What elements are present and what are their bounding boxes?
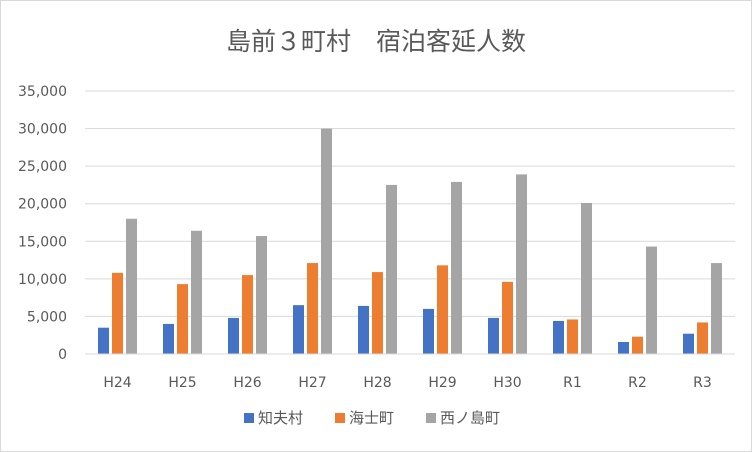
bar-R2-0 (618, 341, 629, 354)
bar-H26-1 (242, 275, 253, 354)
x-tick-label: H30 (493, 375, 521, 391)
legend-label: 知夫村 (258, 409, 303, 427)
bar-R1-2 (581, 202, 592, 354)
bar-H27-0 (293, 305, 304, 354)
bar-R1-1 (567, 319, 578, 354)
bar-H28-2 (386, 184, 397, 354)
bar-R1-0 (553, 320, 564, 354)
bar-H29-1 (437, 265, 448, 354)
y-tick-label: 10,000 (18, 272, 67, 288)
y-tick-label: 35,000 (18, 84, 67, 100)
bar-H30-0 (488, 317, 499, 354)
bar-H29-0 (423, 308, 434, 354)
bar-R3-1 (697, 322, 708, 354)
x-tick-label: H26 (233, 375, 261, 391)
bar-H27-2 (321, 128, 332, 354)
legend-swatch (244, 413, 254, 423)
bar-H27-1 (307, 263, 318, 354)
bar-H25-0 (163, 323, 174, 354)
bar-H29-2 (451, 181, 462, 354)
x-axis-tick-labels: H24 H25 H26 H27 H28 H29 H30 R1 R2 R3 (103, 375, 711, 391)
bar-R2-1 (632, 336, 643, 354)
legend-label: 西ノ島町 (440, 409, 500, 427)
bar-H24-1 (112, 272, 123, 354)
bar-H28-0 (358, 305, 369, 354)
legend-swatch (335, 413, 345, 423)
y-tick-label: 5,000 (27, 309, 67, 325)
y-tick-label: 15,000 (18, 234, 67, 250)
x-tick-label: H25 (168, 375, 196, 391)
bar-H26-0 (228, 317, 239, 354)
bar-H30-2 (516, 174, 527, 354)
bar-H28-1 (372, 272, 383, 354)
bar-R2-2 (646, 246, 657, 354)
bar-H24-2 (126, 218, 137, 354)
chart-title: 島前３町村 宿泊客延人数 (226, 27, 526, 56)
y-tick-label: 25,000 (18, 159, 67, 175)
x-tick-label: R3 (693, 375, 712, 391)
legend-swatch (426, 413, 436, 423)
legend: 知夫村 海士町 西ノ島町 (244, 409, 500, 427)
bars (98, 128, 722, 354)
x-tick-label: H24 (103, 375, 131, 391)
bar-H25-2 (191, 230, 202, 354)
bar-R3-2 (711, 263, 722, 354)
legend-label: 海士町 (349, 409, 394, 427)
y-axis-tick-labels: 0 5,000 10,000 15,000 20,000 25,000 30,000 35,0… (18, 84, 67, 363)
x-tick-label: H27 (298, 375, 326, 391)
x-tick-label: R1 (563, 375, 582, 391)
x-tick-label: H29 (428, 375, 456, 391)
gridlines (85, 90, 735, 317)
x-tick-label: R2 (628, 375, 647, 391)
bar-H30-1 (502, 281, 513, 354)
bar-H26-2 (256, 236, 267, 354)
x-tick-label: H28 (363, 375, 391, 391)
bar-R3-0 (683, 333, 694, 354)
bar-H24-0 (98, 327, 109, 354)
bar-H25-1 (177, 284, 188, 354)
y-tick-label: 30,000 (18, 122, 67, 138)
y-tick-label: 0 (58, 347, 67, 363)
y-tick-label: 20,000 (18, 197, 67, 213)
